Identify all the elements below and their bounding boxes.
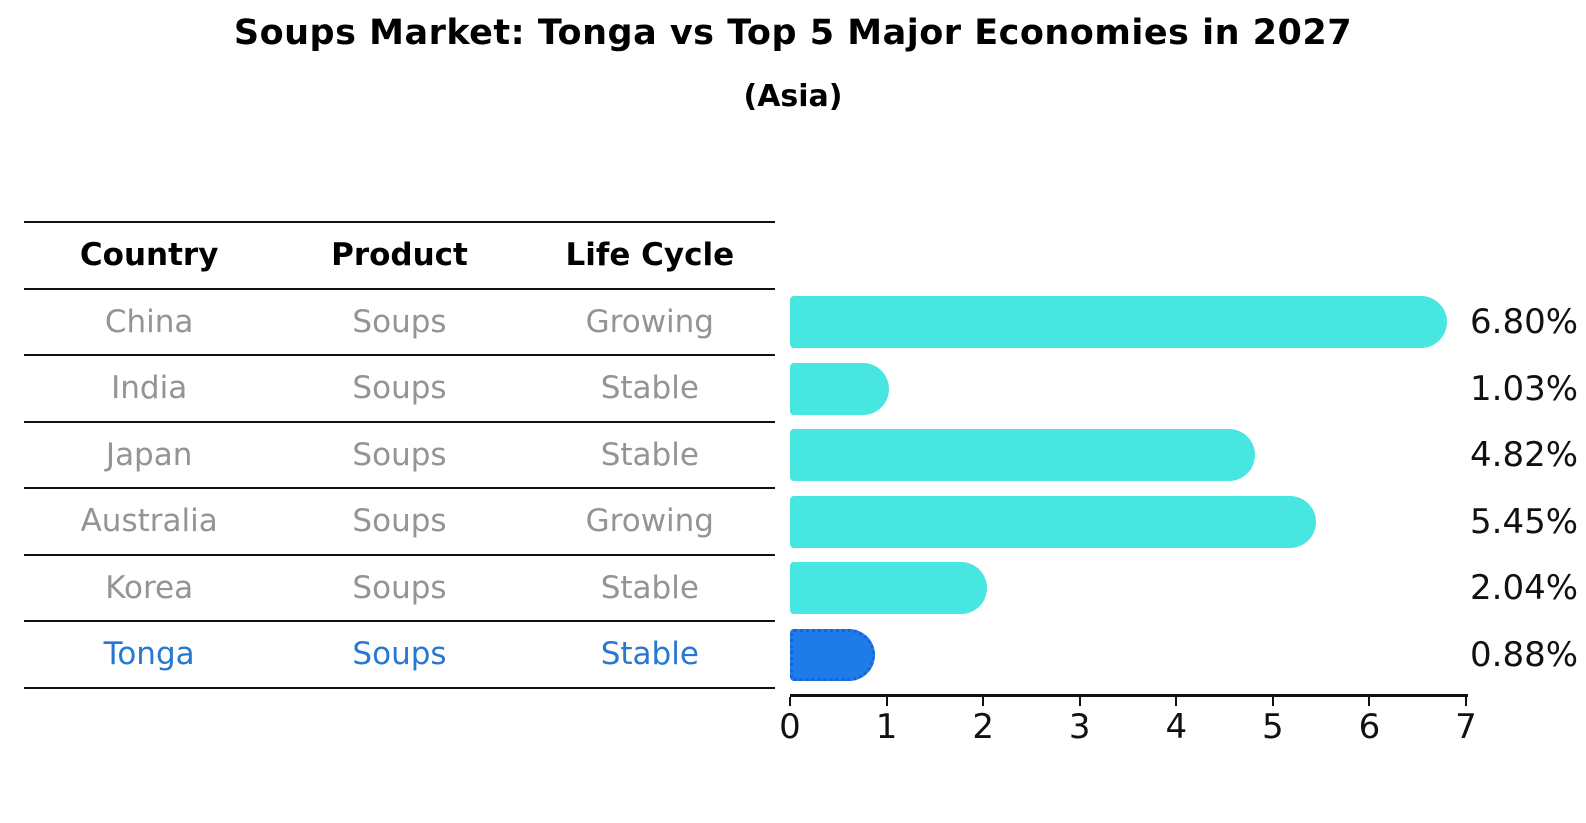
x-tick-mark-2 xyxy=(982,697,985,706)
x-tick-mark-7 xyxy=(1465,697,1467,706)
bar-china xyxy=(790,296,1447,348)
bar-australia xyxy=(790,495,1317,548)
x-tick-label-1: 1 xyxy=(875,707,898,747)
value-label-korea: 2.04% xyxy=(1470,568,1579,609)
value-label-india: 1.03% xyxy=(1470,368,1579,409)
table-row-australia: Australia Soups Growing xyxy=(24,489,775,556)
x-axis-line xyxy=(790,694,1468,697)
x-tick-label-3: 3 xyxy=(1068,707,1091,747)
bar-row-japan: 4.82% xyxy=(790,422,1578,489)
x-tick-label-2: 2 xyxy=(972,707,994,747)
cell-country: Japan xyxy=(105,436,193,473)
bar-row-korea: 2.04% xyxy=(790,555,1578,622)
header-life-cycle: Life Cycle xyxy=(565,237,735,274)
x-tick-label-6: 6 xyxy=(1358,707,1381,747)
x-tick-label-4: 4 xyxy=(1165,707,1188,747)
table-body: China Soups Growing India Soups Stable Japan So… xyxy=(24,290,775,689)
x-tick-mark-5 xyxy=(1271,697,1274,706)
bar-korea xyxy=(790,562,987,614)
bar-row-india: 1.03% xyxy=(790,356,1578,423)
value-label-australia: 5.45% xyxy=(1470,501,1579,542)
header-country: Country xyxy=(79,237,219,274)
value-label-china: 6.80% xyxy=(1470,302,1579,343)
table-row-india: India Soups Stable xyxy=(24,356,775,423)
cell-product: Soups xyxy=(352,503,447,540)
table-row-japan: Japan Soups Stable xyxy=(24,423,775,489)
cell-country: China xyxy=(104,303,194,340)
bar-row-australia: 5.45% xyxy=(790,489,1578,556)
cell-product: Soups xyxy=(352,436,447,473)
table-row-korea: Korea Soups Stable xyxy=(24,556,775,622)
x-tick-mark-4 xyxy=(1175,697,1178,706)
table-header-row: Country Product Life Cycle xyxy=(24,223,775,290)
bar-india xyxy=(790,362,890,415)
x-tick-label-7: 7 xyxy=(1455,707,1477,747)
bar-tonga xyxy=(790,628,875,681)
bar-japan xyxy=(790,429,1256,481)
cell-country: Tonga xyxy=(103,636,195,673)
cell-life-cycle: Growing xyxy=(585,503,714,540)
cell-product: Soups xyxy=(352,303,447,340)
x-tick-mark-3 xyxy=(1078,697,1081,706)
cell-product: Soups xyxy=(352,370,447,407)
chart-subtitle: (Asia) xyxy=(743,79,843,114)
bar-row-china: 6.80% xyxy=(790,289,1578,356)
cell-country: India xyxy=(111,370,188,407)
bar-plot: 6.80% 1.03% 4.82% 5.45% 2.04% 0.88% xyxy=(790,289,1578,689)
table-row-china: China Soups Growing xyxy=(24,290,775,356)
cell-life-cycle: Growing xyxy=(585,303,714,340)
x-axis: 0 1 2 3 4 5 6 7 xyxy=(779,694,1477,749)
country-table: Country Product Life Cycle China Soups Gro… xyxy=(24,221,775,689)
x-tick-label-0: 0 xyxy=(779,707,801,747)
x-tick-mark-1 xyxy=(885,697,888,706)
cell-life-cycle: Stable xyxy=(600,636,699,673)
table-row-tonga: Tonga Soups Stable xyxy=(24,622,775,689)
x-tick-label-5: 5 xyxy=(1262,707,1284,747)
chart-title: Soups Market: Tonga vs Top 5 Major Econo… xyxy=(233,13,1353,53)
x-tick-mark-0 xyxy=(789,697,791,706)
value-label-tonga: 0.88% xyxy=(1470,634,1579,675)
cell-life-cycle: Stable xyxy=(600,569,699,606)
cell-product: Soups xyxy=(352,569,447,606)
cell-product: Soups xyxy=(352,636,447,673)
cell-country: Korea xyxy=(105,569,194,606)
cell-country: Australia xyxy=(80,503,218,540)
header-product: Product xyxy=(331,237,468,274)
cell-life-cycle: Stable xyxy=(600,436,699,473)
cell-life-cycle: Stable xyxy=(600,370,699,407)
value-label-japan: 4.82% xyxy=(1470,435,1579,476)
bar-row-tonga: 0.88% xyxy=(790,622,1578,689)
x-tick-mark-6 xyxy=(1368,697,1371,706)
